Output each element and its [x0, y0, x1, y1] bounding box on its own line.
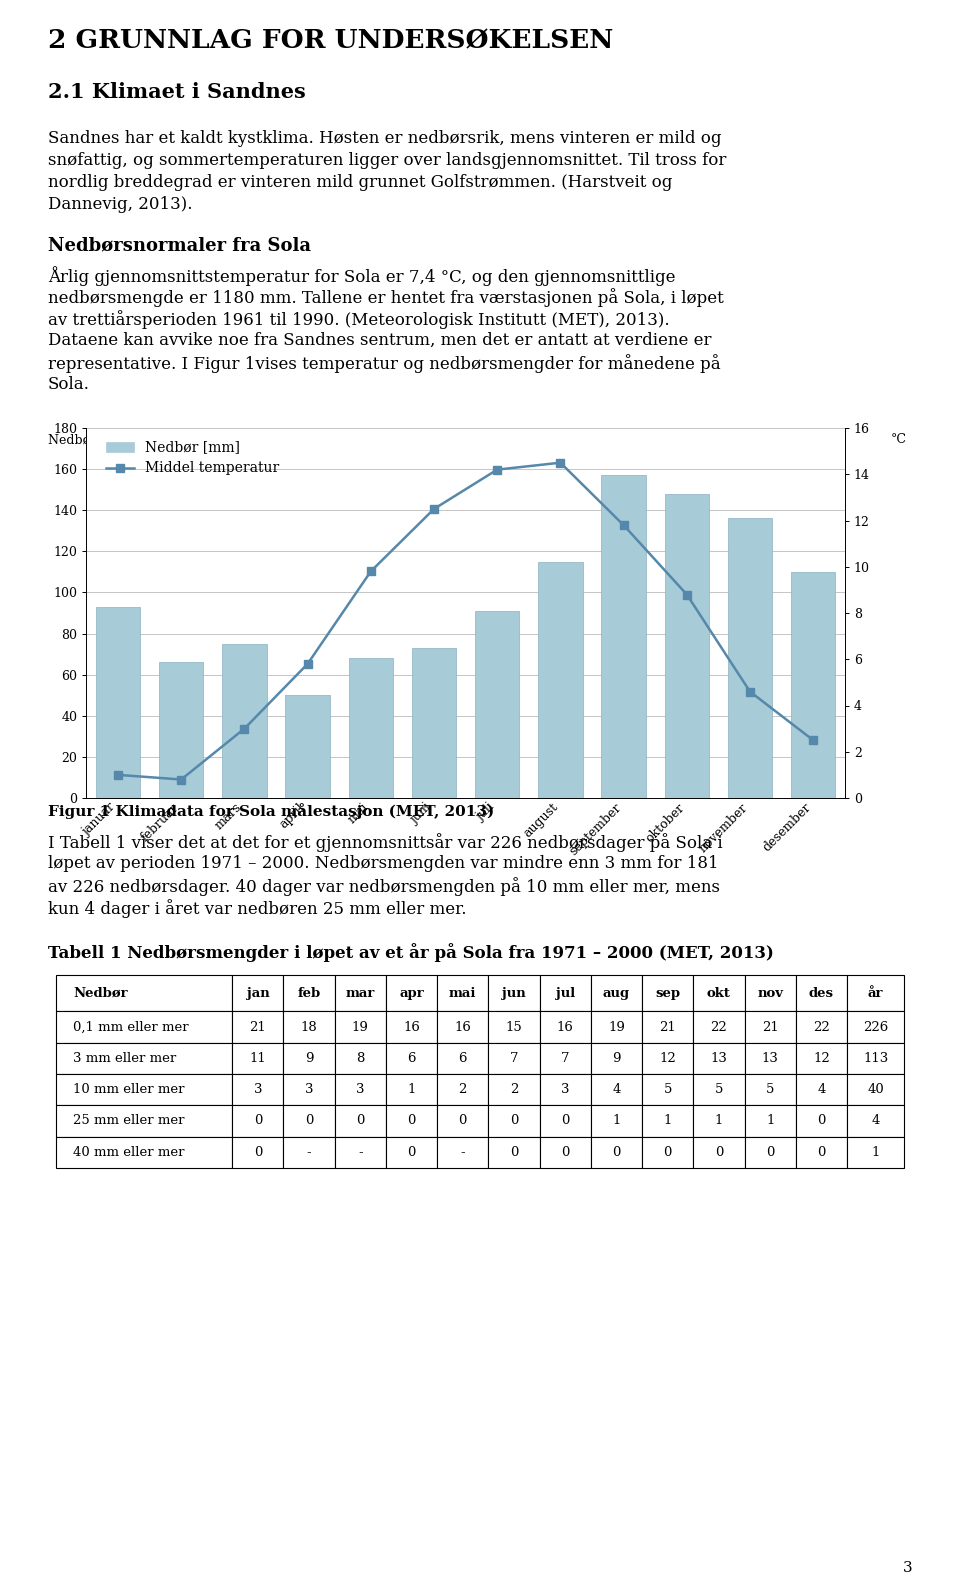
Text: Årlig gjennomsnittstemperatur for Sola er 7,4 °C, og den gjennomsnittlige: Årlig gjennomsnittstemperatur for Sola e… [48, 266, 676, 286]
Text: nordlig breddegrad er vinteren mild grunnet Golfstrømmen. (Harstveit og: nordlig breddegrad er vinteren mild grun… [48, 173, 672, 191]
Text: Sandnes har et kaldt kystklima. Høsten er nedbørsrik, mens vinteren er mild og: Sandnes har et kaldt kystklima. Høsten e… [48, 130, 722, 146]
Text: 2.1 Klimaet i Sandnes: 2.1 Klimaet i Sandnes [48, 83, 305, 102]
Text: Tabell 1 Nedbørsmengder i løpet av et år på Sola fra 1971 – 2000 (MET, 2013): Tabell 1 Nedbørsmengder i løpet av et år… [48, 943, 774, 963]
Legend: Nedbør [mm], Middel temperatur: Nedbør [mm], Middel temperatur [101, 434, 285, 480]
Text: Nedbør [mm]: Nedbør [mm] [48, 433, 133, 445]
Text: av 226 nedbørsdager. 40 dager var nedbørsmengden på 10 mm eller mer, mens: av 226 nedbørsdager. 40 dager var nedbør… [48, 877, 720, 896]
Bar [602, 476, 646, 799]
Bar [412, 648, 456, 799]
Bar [348, 659, 393, 799]
Text: Nedbørsnormaler fra Sola: Nedbørsnormaler fra Sola [48, 235, 311, 255]
Bar [475, 611, 519, 799]
Bar [728, 519, 772, 799]
Text: Sola.: Sola. [48, 375, 90, 393]
Text: 3: 3 [902, 1561, 912, 1575]
Bar [96, 606, 140, 799]
Bar [539, 562, 583, 799]
Text: løpet av perioden 1971 – 2000. Nedbørsmengden var mindre enn 3 mm for 181: løpet av perioden 1971 – 2000. Nedbørsme… [48, 854, 719, 872]
Text: snøfattig, og sommertemperaturen ligger over landsgjennomsnittet. Til tross for: snøfattig, og sommertemperaturen ligger … [48, 153, 727, 169]
Bar [159, 662, 204, 799]
Bar [285, 695, 329, 799]
Text: av trettiårsperioden 1961 til 1990. (Meteorologisk Institutt (MET), 2013).: av trettiårsperioden 1961 til 1990. (Met… [48, 310, 670, 329]
Text: kun 4 dager i året var nedbøren 25 mm eller mer.: kun 4 dager i året var nedbøren 25 mm el… [48, 899, 467, 918]
Bar [791, 571, 835, 799]
Text: Figur 1 Klimadata for Sola målestasjon (MET, 2013): Figur 1 Klimadata for Sola målestasjon (… [48, 803, 494, 819]
Text: Dannevig, 2013).: Dannevig, 2013). [48, 196, 193, 213]
Text: Nedbørnormal for Sola (1961 - 1990): Nedbørnormal for Sola (1961 - 1990) [322, 436, 638, 450]
Bar [664, 493, 708, 799]
Text: representative. I Figur 1vises temperatur og nedbørsmengder for månedene på: representative. I Figur 1vises temperatu… [48, 355, 721, 372]
Bar [223, 644, 267, 799]
Text: 2 GRUNNLAG FOR UNDERSØKELSEN: 2 GRUNNLAG FOR UNDERSØKELSEN [48, 29, 613, 53]
Text: I Tabell 1 viser det at det for et gjennomsnittsår var 226 nedbørsdager på Sola : I Tabell 1 viser det at det for et gjenn… [48, 834, 723, 851]
Text: °C: °C [891, 433, 907, 445]
Text: Dataene kan avvike noe fra Sandnes sentrum, men det er antatt at verdiene er: Dataene kan avvike noe fra Sandnes sentr… [48, 333, 711, 348]
Text: nedbørsmengde er 1180 mm. Tallene er hentet fra værstasjonen på Sola, i løpet: nedbørsmengde er 1180 mm. Tallene er hen… [48, 288, 724, 307]
